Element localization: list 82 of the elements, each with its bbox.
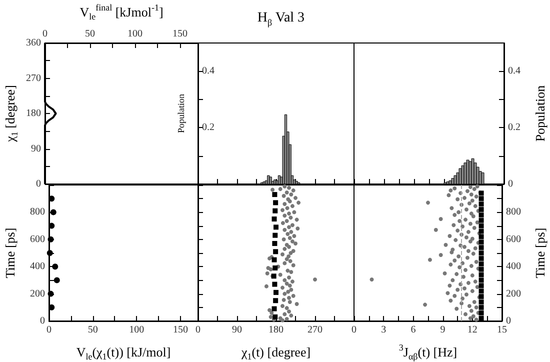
point [274, 290, 278, 295]
y-tick-label: 0 [36, 178, 41, 190]
point [478, 261, 484, 266]
x-tick-label: 50 [85, 28, 95, 40]
point [478, 240, 484, 245]
y-tick-label: 800 [30, 206, 45, 218]
point [478, 218, 484, 223]
point [478, 256, 484, 261]
point [478, 278, 484, 283]
y-tick-label: 360 [26, 38, 41, 48]
point [478, 266, 484, 272]
x-tick-label: 0 [352, 324, 356, 336]
point [272, 282, 278, 287]
point [478, 206, 484, 212]
point [50, 209, 56, 216]
point [52, 264, 58, 270]
y-tick-label: 180 [26, 108, 41, 119]
x-tick-label: 150 [172, 28, 188, 40]
y-tick-label: 200 [30, 288, 45, 300]
y2-tick-label: 0.2 [508, 122, 520, 134]
y-tick-label: 90 [31, 143, 41, 154]
point [46, 250, 53, 256]
y2-tick-label: 600 [506, 234, 521, 245]
x-tick-label: 150 [172, 324, 188, 336]
y2-tick-label: 0 [508, 178, 513, 190]
point [478, 283, 484, 288]
point [478, 223, 484, 228]
point [274, 224, 278, 230]
point [48, 236, 54, 242]
y2-tick-label: 400 [506, 261, 521, 272]
point [478, 299, 484, 304]
point [272, 216, 277, 222]
y2-axis-title: Population [532, 84, 548, 142]
point [273, 200, 278, 206]
x-tick-label: 100 [129, 324, 144, 336]
point [272, 257, 277, 262]
point [478, 288, 484, 294]
y-axis-title: Time [ps] [2, 228, 18, 278]
point [273, 249, 278, 254]
point [54, 277, 60, 284]
point [272, 306, 277, 312]
y2-tick-label: 0 [506, 316, 511, 326]
x-tick-label: 15 [497, 324, 507, 336]
x-tick-label: 3 [381, 324, 386, 336]
y-axis-title: Population [176, 94, 186, 134]
x-tick-label: 6 [410, 324, 416, 336]
y-tick-label: 270 [26, 72, 41, 84]
y2-tick-label: 0.4 [508, 66, 520, 77]
point [478, 212, 484, 218]
y2-tick-label: 800 [506, 206, 521, 218]
x-tick-label: 50 [88, 324, 98, 336]
y-axis-title: χ1 [degree] [2, 85, 20, 143]
y2-tick-label: 200 [506, 288, 521, 300]
x-tick-label: 90 [232, 324, 242, 336]
point [478, 228, 484, 234]
point [478, 294, 484, 300]
y-tick-label: 0 [40, 316, 45, 326]
x-tick-label: 12 [467, 324, 478, 336]
point [48, 290, 54, 297]
point [478, 316, 484, 321]
point [272, 232, 278, 238]
x-tick-label: 100 [128, 28, 142, 40]
y2-axis-title: Time [ps] [532, 228, 548, 278]
x-tick-label: 180 [268, 324, 284, 336]
point [478, 310, 484, 316]
point [272, 240, 278, 246]
point [478, 250, 484, 256]
point [478, 245, 484, 250]
point [272, 265, 278, 270]
point [273, 298, 278, 304]
y-tick-label: 600 [30, 234, 45, 245]
point [478, 234, 484, 240]
point [478, 304, 484, 310]
point [478, 196, 484, 202]
point [272, 314, 278, 320]
point [272, 192, 278, 198]
point [478, 272, 484, 278]
point [478, 202, 484, 207]
point [272, 208, 278, 214]
x-tick-label: 9 [440, 324, 446, 336]
x-tick-label: 270 [308, 324, 322, 336]
y-tick-label: 400 [30, 261, 45, 272]
